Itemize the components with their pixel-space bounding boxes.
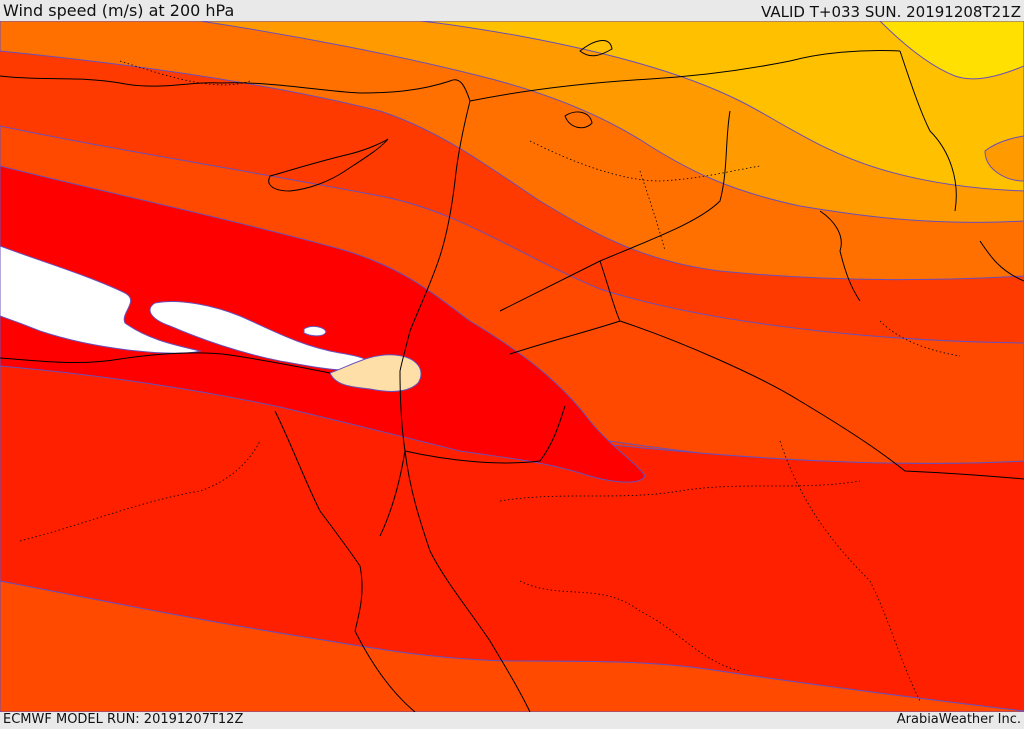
jet-core-west [0,245,202,354]
band-4-patch [984,135,1024,182]
band-2 [419,21,1024,192]
header-bar: Wind speed (m/s) at 200 hPa VALID T+033 … [0,0,1024,21]
credit-label: ArabiaWeather Inc. [896,712,1021,727]
model-run-label: ECMWF MODEL RUN: 20191207T12Z [3,712,244,727]
country-borders [404,49,1024,480]
admin-borders [19,60,961,702]
footer-bar: ECMWF MODEL RUN: 20191207T12Z ArabiaWeat… [0,712,1024,729]
min-core [329,354,422,392]
band-1 [879,21,1024,80]
wind-speed-map[interactable] [0,21,1024,712]
map-title: Wind speed (m/s) at 200 hPa [3,1,235,20]
jet-core-dot [303,325,327,337]
coastlines [0,40,1024,712]
valid-time: VALID T+033 SUN. 20191208T21Z [761,3,1021,21]
band-7 [0,165,646,483]
